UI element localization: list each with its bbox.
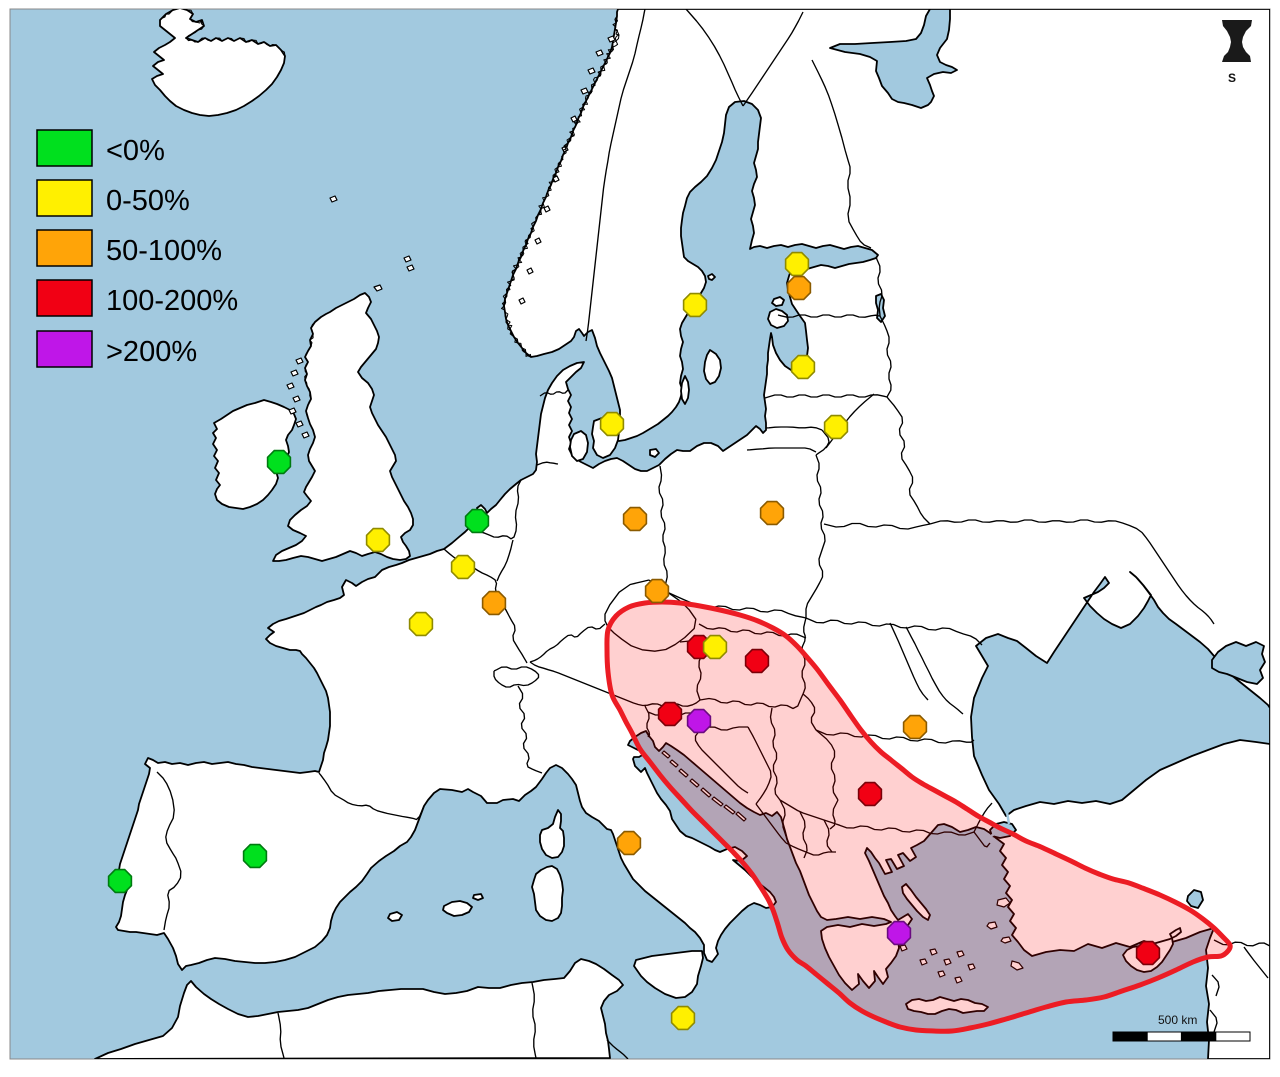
svg-text:0-50%: 0-50% [106,185,190,217]
svg-text:>200%: >200% [106,336,197,368]
svg-text:50-100%: 50-100% [106,235,222,267]
svg-text:S: S [1228,71,1236,85]
svg-text:500 km: 500 km [1158,1013,1197,1027]
svg-text:<0%: <0% [106,135,165,167]
svg-text:100-200%: 100-200% [106,285,238,317]
